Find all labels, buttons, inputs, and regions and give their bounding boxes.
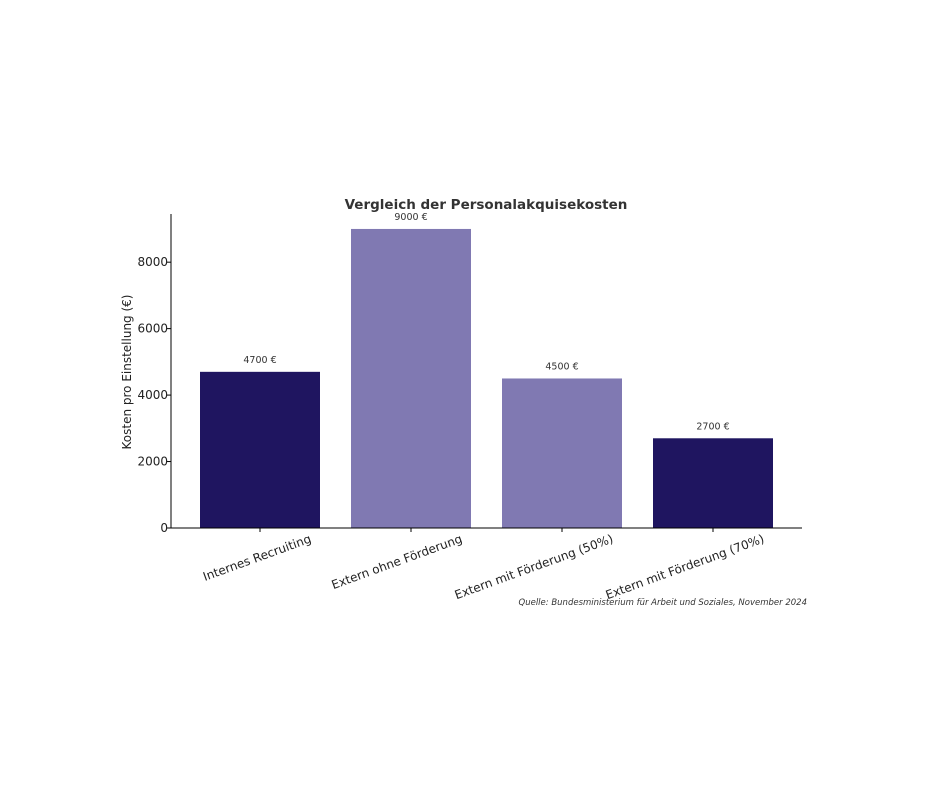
data-label-1: 4700 € (243, 355, 276, 366)
data-label-4: 2700 € (696, 421, 729, 432)
y-tick-label-5: 8000 (137, 255, 168, 269)
x-tick-label-4: Extern mit Förderung (70%) (604, 532, 766, 602)
y-tick-label-4: 6000 (137, 322, 168, 336)
x-ticks-layer: Internes Recruiting Extern ohne Förderung… (201, 528, 766, 602)
data-label-2: 9000 € (394, 212, 427, 223)
y-tick-label-2: 2000 (137, 455, 168, 469)
bar-1 (200, 371, 320, 528)
bar-3 (502, 378, 622, 528)
bar-2 (351, 228, 471, 528)
bars-layer: 4700 € 9000 € 4500 € 2700 € (200, 212, 773, 528)
y-ticks-layer: 0 2000 4000 6000 8000 (137, 255, 171, 535)
data-label-3: 4500 € (545, 361, 578, 372)
bar-4 (653, 438, 773, 528)
y-axis-label: Kosten pro Einstellung (€) (120, 295, 134, 450)
x-tick-label-1: Internes Recruiting (201, 532, 313, 584)
x-tick-label-3: Extern mit Förderung (50%) (453, 532, 615, 602)
chart-title: Vergleich der Personalakquisekosten (345, 197, 628, 213)
y-tick-label-3: 4000 (137, 388, 168, 402)
axes-layer (170, 214, 802, 529)
y-tick-label-1: 0 (160, 521, 168, 535)
x-tick-label-2: Extern ohne Förderung (330, 532, 464, 592)
source-note: Quelle: Bundesministerium für Arbeit und… (519, 598, 807, 608)
